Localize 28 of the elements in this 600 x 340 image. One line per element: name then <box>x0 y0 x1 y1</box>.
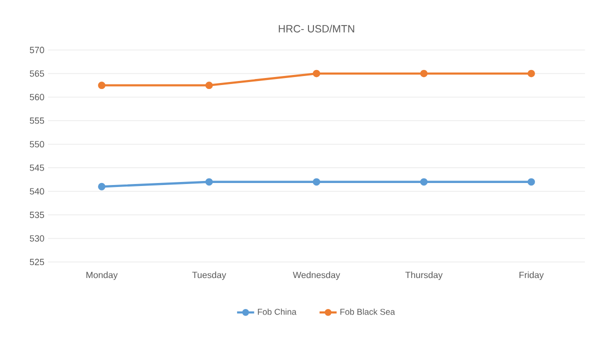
point <box>312 70 320 78</box>
x-tick-label: Thursday <box>405 272 443 280</box>
y-tick-label: 560 <box>30 94 44 100</box>
point <box>528 178 535 186</box>
y-tick-label: 565 <box>30 70 44 77</box>
y-tick-label: 545 <box>30 164 44 171</box>
point <box>98 182 106 190</box>
y-tick-label: 540 <box>30 188 44 195</box>
x-tick-label: Tuesday <box>192 272 226 280</box>
y-tick-label: 550 <box>30 141 44 148</box>
point <box>312 178 320 186</box>
y-tick-label: 525 <box>30 258 44 266</box>
x-tick-label: Friday <box>520 272 544 280</box>
point <box>205 82 213 90</box>
point <box>98 82 106 90</box>
legend-label: Fob China <box>258 308 296 315</box>
x-tick-label: Wednesday <box>292 272 340 280</box>
point <box>420 70 428 78</box>
x-tick-label: Monday <box>86 272 118 280</box>
y-tick-label: 555 <box>30 118 44 124</box>
point <box>205 178 213 186</box>
legend-label: Fob Black Sea <box>340 308 395 315</box>
chart-title: HRC- USD/MTN <box>278 24 354 32</box>
point <box>528 70 535 78</box>
y-tick-label: 570 <box>30 46 44 54</box>
y-tick-label: 535 <box>30 212 44 218</box>
point <box>420 178 428 186</box>
y-tick-label: 530 <box>30 235 44 242</box>
